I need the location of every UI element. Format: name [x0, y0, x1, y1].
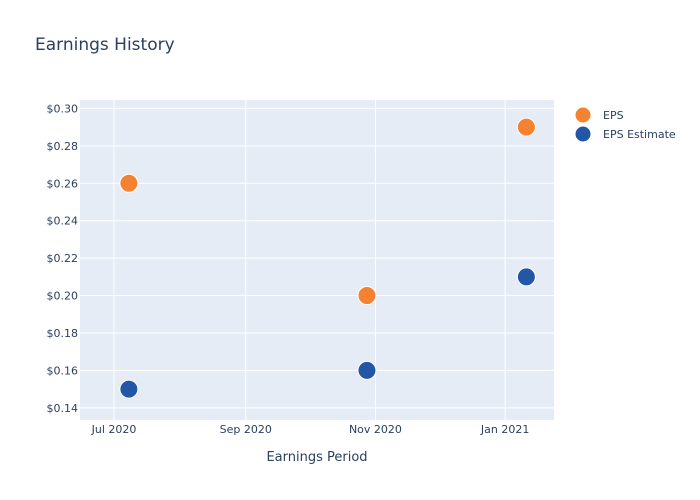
x-tick-label: Nov 2020 [349, 423, 402, 436]
y-tick-label: $0.18 [47, 327, 79, 340]
legend-label: EPS Estimate [603, 128, 676, 141]
plot-area [80, 100, 554, 420]
y-tick-label: $0.20 [47, 290, 79, 303]
eps-estimate-point[interactable] [516, 267, 536, 287]
y-tick-label: $0.22 [47, 252, 79, 265]
eps-estimate-point[interactable] [357, 360, 377, 380]
x-axis-title: Earnings Period [266, 450, 367, 465]
legend-item-eps-estimate[interactable]: EPS Estimate [575, 126, 676, 142]
legend[interactable]: EPS EPS Estimate [575, 107, 676, 142]
y-tick-label: $0.14 [47, 402, 79, 415]
y-tick-label: $0.24 [47, 215, 79, 228]
y-tick-label: $0.16 [47, 364, 79, 377]
x-tick-label: Sep 2020 [220, 423, 272, 436]
legend-label: EPS [603, 109, 624, 122]
x-axis-ticks: Jul 2020 Sep 2020 Nov 2020 Jan 2021 [91, 423, 530, 436]
legend-marker [575, 107, 591, 123]
y-tick-label: $0.28 [47, 140, 79, 153]
eps-estimate-point[interactable] [119, 379, 139, 399]
eps-point[interactable] [357, 286, 377, 306]
x-tick-label: Jul 2020 [91, 423, 137, 436]
y-axis-ticks: $0.14 $0.16 $0.18 $0.20 $0.22 $0.24 $0.26 $0.28… [47, 102, 79, 414]
x-tick-label: Jan 2021 [480, 423, 529, 436]
legend-marker [575, 126, 591, 142]
data-points [119, 117, 536, 399]
legend-item-eps[interactable]: EPS [575, 107, 624, 123]
chart-title: Earnings History [35, 35, 175, 55]
grid-lines [80, 100, 554, 420]
y-tick-label: $0.30 [47, 102, 79, 115]
eps-point[interactable] [516, 117, 536, 137]
y-tick-label: $0.26 [47, 177, 79, 190]
eps-point[interactable] [119, 173, 139, 193]
